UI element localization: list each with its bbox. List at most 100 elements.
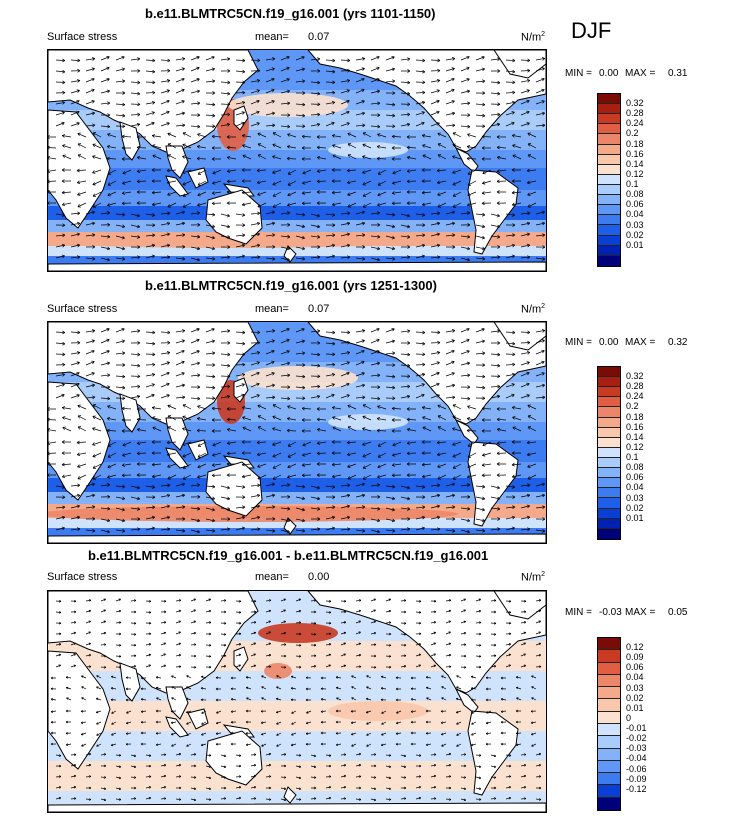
stress-vector-head bbox=[61, 485, 66, 489]
stress-vector bbox=[400, 92, 410, 95]
stress-vector bbox=[175, 330, 185, 333]
stress-vector-head bbox=[373, 753, 377, 756]
stress-vector-head bbox=[253, 631, 257, 635]
stress-vector bbox=[205, 375, 215, 378]
stress-vector-head bbox=[317, 112, 321, 117]
stress-vector bbox=[156, 687, 162, 690]
stress-vector-head bbox=[62, 233, 66, 238]
stress-vector bbox=[422, 474, 432, 478]
stress-vector-head bbox=[166, 110, 170, 115]
stress-vector-head bbox=[201, 733, 204, 736]
stress-vector bbox=[235, 485, 245, 488]
stress-vector bbox=[280, 609, 286, 613]
stress-vector bbox=[115, 56, 125, 61]
stress-vector-head bbox=[178, 752, 182, 756]
stress-vector bbox=[445, 620, 451, 624]
stress-vector bbox=[505, 643, 511, 646]
stress-vector-head bbox=[421, 168, 425, 172]
stress-vector bbox=[467, 474, 477, 478]
stress-vector-head bbox=[58, 796, 62, 800]
panel-3-variable-label: Surface stress bbox=[47, 571, 118, 583]
stress-vector bbox=[347, 154, 357, 160]
stress-vector bbox=[430, 754, 437, 756]
stress-vector bbox=[257, 202, 267, 208]
stress-band bbox=[48, 206, 546, 220]
stress-vector bbox=[355, 58, 365, 61]
stress-vector bbox=[340, 754, 347, 756]
stress-vector-head bbox=[230, 676, 233, 680]
stress-vector-head bbox=[362, 193, 367, 197]
stress-vector-head bbox=[216, 711, 219, 714]
stress-vector bbox=[145, 527, 155, 531]
stress-vector-head bbox=[151, 134, 156, 138]
stress-vector bbox=[235, 516, 245, 520]
stress-vector-head bbox=[227, 384, 231, 389]
stress-vector bbox=[242, 463, 252, 466]
stress-vector bbox=[250, 754, 257, 756]
stress-vector-head bbox=[316, 427, 321, 432]
stress-vector bbox=[385, 224, 395, 228]
stress-vector-head bbox=[500, 742, 503, 746]
stress-vector bbox=[55, 643, 61, 646]
stress-vector-head bbox=[133, 599, 137, 602]
stress-vector-head bbox=[122, 257, 126, 261]
stress-vector bbox=[126, 721, 132, 724]
stress-vector bbox=[265, 330, 275, 333]
stress-vector-head bbox=[377, 133, 381, 137]
stress-vector bbox=[362, 144, 372, 149]
stress-vector bbox=[70, 122, 80, 127]
stress-vector-head bbox=[496, 224, 501, 229]
stress-vector bbox=[212, 452, 222, 456]
stress-vector bbox=[55, 527, 65, 531]
stress-vector-head bbox=[494, 654, 497, 658]
stress-vector-head bbox=[481, 201, 485, 206]
stress-vector bbox=[70, 100, 80, 105]
stress-vector-head bbox=[182, 517, 186, 521]
stress-vector-head bbox=[62, 505, 66, 510]
stress-vector-head bbox=[455, 697, 459, 701]
stress-vector bbox=[516, 687, 522, 690]
stress-vector-head bbox=[511, 254, 515, 259]
stress-vector bbox=[392, 191, 402, 194]
stress-vector-head bbox=[284, 643, 287, 646]
stress-vector-head bbox=[406, 407, 410, 411]
stress-vector bbox=[85, 666, 92, 668]
stress-vector-head bbox=[152, 416, 156, 420]
stress-vector-head bbox=[433, 785, 437, 789]
stress-vector-head bbox=[328, 754, 332, 757]
stress-vector-head bbox=[155, 720, 158, 724]
stress-vector bbox=[496, 146, 507, 149]
stress-vector-head bbox=[196, 246, 201, 251]
stress-vector bbox=[407, 156, 417, 160]
stress-vector bbox=[340, 394, 350, 399]
stress-vector-head bbox=[76, 79, 81, 83]
stress-vector-head bbox=[227, 69, 231, 73]
stress-vector bbox=[160, 383, 170, 388]
stress-vector-head bbox=[508, 796, 512, 800]
stress-vector-head bbox=[76, 371, 80, 376]
stress-vector bbox=[55, 234, 65, 237]
landmass-samerica bbox=[467, 710, 519, 796]
stress-vector-head bbox=[227, 80, 231, 85]
stress-vector bbox=[535, 361, 545, 366]
stress-vector-head bbox=[196, 55, 200, 60]
stress-vector bbox=[250, 775, 256, 778]
stress-vector-head bbox=[391, 418, 395, 422]
stress-vector bbox=[460, 507, 470, 510]
stress-vector bbox=[145, 244, 155, 248]
stress-vector bbox=[325, 506, 335, 509]
stress-vector-head bbox=[286, 518, 291, 523]
stress-vector bbox=[182, 143, 192, 149]
stress-vector bbox=[295, 496, 305, 500]
stress-vector bbox=[145, 331, 156, 333]
colorbar-swatch bbox=[598, 773, 620, 786]
stress-vector-head bbox=[185, 697, 189, 701]
stress-vector-head bbox=[479, 665, 482, 669]
stress-vector bbox=[325, 516, 335, 520]
stress-vector-head bbox=[301, 246, 306, 251]
stress-vector-head bbox=[122, 484, 126, 489]
stress-vector-head bbox=[346, 504, 350, 509]
stress-vector-head bbox=[425, 709, 428, 713]
stress-vector-head bbox=[331, 515, 336, 520]
stress-vector-head bbox=[451, 493, 456, 498]
